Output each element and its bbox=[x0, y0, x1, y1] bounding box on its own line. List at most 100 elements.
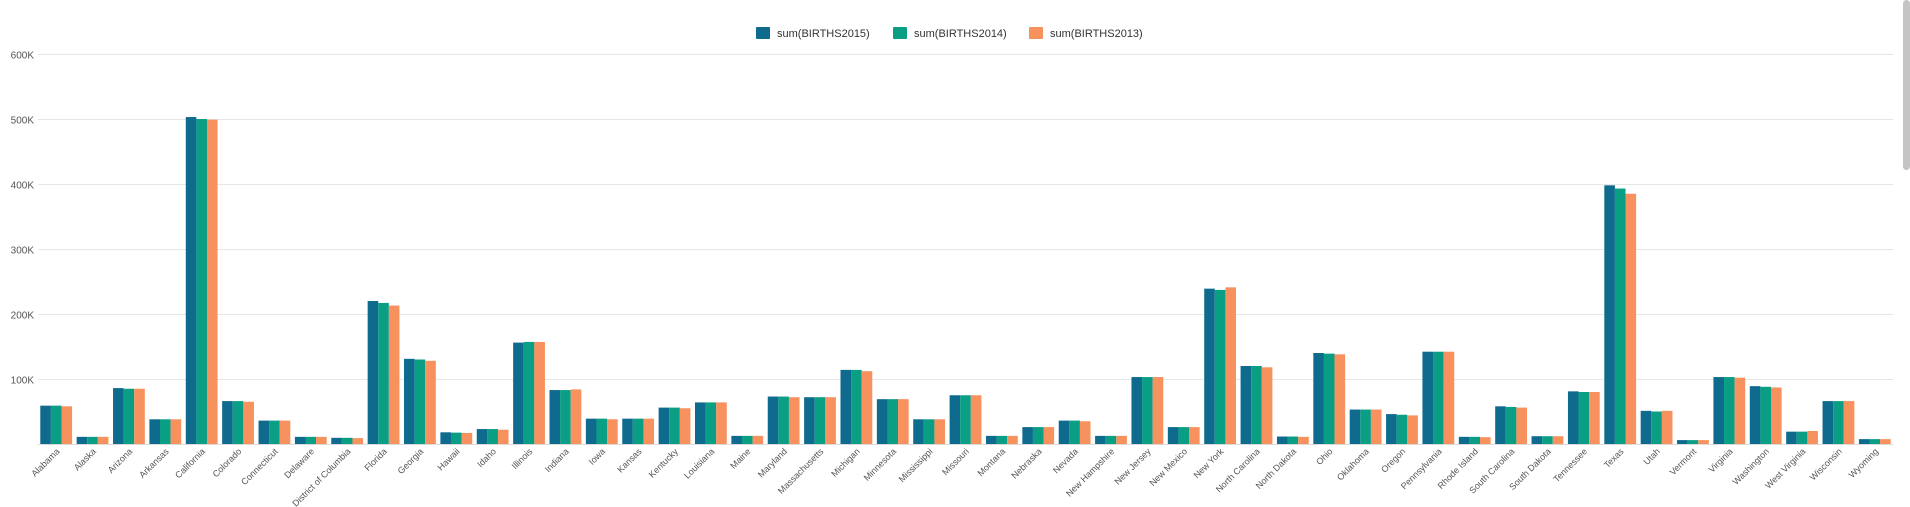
bar-south-dakota-0[interactable] bbox=[1531, 436, 1543, 444]
bar-north-dakota-0[interactable] bbox=[1276, 436, 1288, 444]
bar-north-dakota-1[interactable] bbox=[1287, 436, 1299, 444]
bar-new-hampshire-1[interactable] bbox=[1105, 435, 1117, 444]
bar-montana-2[interactable] bbox=[1007, 435, 1018, 444]
bar-south-dakota-2[interactable] bbox=[1552, 436, 1564, 444]
bar-washington-1[interactable] bbox=[1760, 386, 1771, 444]
bar-colorado-2[interactable] bbox=[243, 401, 254, 444]
legend-item[interactable]: sum(BIRTHS2014) bbox=[893, 27, 1007, 40]
bar-california-2[interactable] bbox=[206, 119, 218, 445]
bar-minnesota-1[interactable] bbox=[887, 399, 899, 444]
bar-nebraska-1[interactable] bbox=[1032, 427, 1044, 444]
bar-massachusetts-2[interactable] bbox=[825, 397, 836, 444]
bar-new-jersey-1[interactable] bbox=[1142, 377, 1153, 444]
bar-mississippi-0[interactable] bbox=[913, 419, 924, 444]
bar-new-mexico-1[interactable] bbox=[1178, 427, 1190, 444]
bar-louisiana-0[interactable] bbox=[694, 402, 706, 444]
bar-texas-2[interactable] bbox=[1625, 193, 1637, 444]
bar-kansas-1[interactable] bbox=[632, 418, 644, 444]
bar-illinois-0[interactable] bbox=[513, 342, 524, 444]
bar-washington-2[interactable] bbox=[1770, 387, 1782, 444]
bar-south-carolina-0[interactable] bbox=[1495, 406, 1506, 444]
legend-item[interactable]: sum(BIRTHS2015) bbox=[756, 27, 870, 40]
bar-montana-0[interactable] bbox=[985, 435, 997, 444]
bar-rhode-island-2[interactable] bbox=[1480, 437, 1491, 444]
bar-south-dakota-1[interactable] bbox=[1542, 436, 1553, 444]
bar-oregon-2[interactable] bbox=[1407, 415, 1418, 444]
bar-maine-2[interactable] bbox=[752, 435, 764, 444]
bar-district-of-columbia-1[interactable] bbox=[341, 437, 353, 444]
bar-delaware-1[interactable] bbox=[305, 436, 317, 444]
bar-hawaii-0[interactable] bbox=[440, 432, 451, 444]
bar-minnesota-2[interactable] bbox=[898, 399, 909, 444]
bar-north-carolina-1[interactable] bbox=[1251, 366, 1262, 444]
bar-alaska-0[interactable] bbox=[76, 436, 88, 444]
bar-connecticut-1[interactable] bbox=[269, 420, 280, 444]
bar-arizona-2[interactable] bbox=[134, 388, 145, 444]
bar-new-mexico-0[interactable] bbox=[1167, 427, 1179, 444]
bar-south-carolina-1[interactable] bbox=[1505, 406, 1517, 444]
bar-west-virginia-1[interactable] bbox=[1796, 431, 1808, 444]
bar-maine-0[interactable] bbox=[731, 435, 742, 444]
bar-kentucky-1[interactable] bbox=[669, 407, 680, 444]
bar-west-virginia-0[interactable] bbox=[1786, 431, 1797, 444]
bar-wyoming-0[interactable] bbox=[1858, 439, 1870, 444]
bar-new-hampshire-2[interactable] bbox=[1116, 435, 1127, 444]
bar-iowa-0[interactable] bbox=[585, 418, 597, 444]
bar-oklahoma-0[interactable] bbox=[1349, 409, 1361, 444]
bar-louisiana-2[interactable] bbox=[716, 402, 727, 444]
bar-alabama-0[interactable] bbox=[40, 405, 51, 444]
bar-mississippi-1[interactable] bbox=[923, 419, 935, 444]
bar-idaho-0[interactable] bbox=[476, 429, 488, 444]
bar-arkansas-1[interactable] bbox=[160, 419, 171, 444]
bar-wisconsin-2[interactable] bbox=[1843, 401, 1855, 444]
bar-nebraska-0[interactable] bbox=[1022, 427, 1033, 444]
bar-rhode-island-0[interactable] bbox=[1458, 436, 1470, 444]
bar-wisconsin-1[interactable] bbox=[1833, 401, 1844, 444]
bar-wyoming-1[interactable] bbox=[1869, 439, 1881, 444]
bar-florida-1[interactable] bbox=[378, 302, 389, 444]
bar-oregon-0[interactable] bbox=[1386, 414, 1397, 444]
legend-item[interactable]: sum(BIRTHS2013) bbox=[1029, 27, 1143, 40]
chart-legend[interactable]: sum(BIRTHS2015) sum(BIRTHS2014) sum(BIRTHS… bbox=[756, 27, 1143, 40]
bar-oklahoma-1[interactable] bbox=[1360, 409, 1371, 444]
bar-illinois-1[interactable] bbox=[523, 341, 535, 444]
bar-nevada-1[interactable] bbox=[1069, 420, 1080, 444]
bar-tennessee-0[interactable] bbox=[1567, 391, 1579, 444]
bar-pennsylvania-1[interactable] bbox=[1433, 351, 1444, 444]
bar-new-york-0[interactable] bbox=[1204, 288, 1215, 444]
bar-louisiana-1[interactable] bbox=[705, 402, 717, 444]
bar-washington-0[interactable] bbox=[1749, 386, 1761, 444]
bar-california-1[interactable] bbox=[196, 119, 207, 444]
bar-new-mexico-2[interactable] bbox=[1189, 427, 1200, 444]
bar-colorado-0[interactable] bbox=[222, 401, 233, 444]
bar-wisconsin-0[interactable] bbox=[1822, 401, 1834, 444]
bar-tennessee-1[interactable] bbox=[1578, 392, 1590, 444]
bar-virginia-0[interactable] bbox=[1713, 377, 1725, 444]
bar-iowa-1[interactable] bbox=[596, 418, 608, 444]
bar-texas-1[interactable] bbox=[1614, 188, 1626, 444]
bar-texas-0[interactable] bbox=[1604, 185, 1615, 445]
bar-vermont-0[interactable] bbox=[1677, 440, 1688, 444]
bar-new-hampshire-0[interactable] bbox=[1095, 435, 1106, 444]
bar-oregon-1[interactable] bbox=[1396, 414, 1408, 444]
bar-arizona-1[interactable] bbox=[123, 388, 135, 444]
bar-new-york-1[interactable] bbox=[1214, 289, 1226, 444]
bar-idaho-1[interactable] bbox=[487, 429, 498, 444]
bar-missouri-0[interactable] bbox=[949, 395, 961, 444]
bar-massachusetts-1[interactable] bbox=[814, 397, 826, 444]
bar-delaware-2[interactable] bbox=[316, 436, 327, 444]
bar-connecticut-0[interactable] bbox=[258, 420, 270, 444]
bar-north-dakota-2[interactable] bbox=[1298, 436, 1309, 444]
bar-alabama-2[interactable] bbox=[61, 406, 73, 444]
bar-indiana-1[interactable] bbox=[560, 390, 571, 444]
bar-ohio-1[interactable] bbox=[1323, 353, 1335, 444]
bar-maine-1[interactable] bbox=[741, 435, 753, 444]
bar-north-carolina-0[interactable] bbox=[1240, 366, 1252, 444]
bar-georgia-1[interactable] bbox=[414, 359, 426, 445]
bar-new-jersey-0[interactable] bbox=[1131, 377, 1143, 444]
bar-georgia-2[interactable] bbox=[425, 360, 436, 444]
bar-idaho-2[interactable] bbox=[497, 429, 509, 444]
bar-georgia-0[interactable] bbox=[404, 358, 415, 444]
bar-florida-0[interactable] bbox=[367, 301, 379, 444]
bar-iowa-2[interactable] bbox=[607, 419, 618, 444]
